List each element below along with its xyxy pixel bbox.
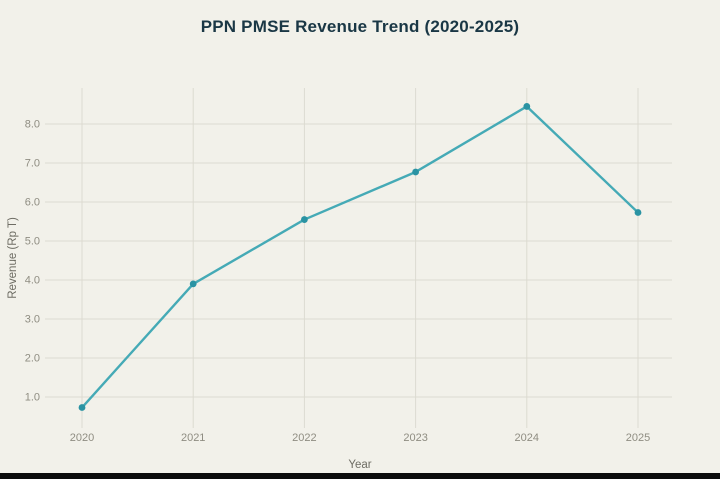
y-tick-label: 4.0: [25, 275, 40, 287]
data-point: [301, 216, 308, 223]
x-tick-label: 2023: [403, 432, 427, 444]
bottom-bar: [0, 473, 720, 479]
data-point: [412, 168, 419, 176]
x-tick-label: 2025: [626, 432, 650, 444]
x-tick-label: 2020: [70, 432, 94, 444]
data-point: [523, 103, 531, 110]
y-axis-title: Revenue (Rp T): [7, 217, 19, 299]
x-tick-label: 2022: [292, 432, 316, 444]
data-point: [189, 280, 197, 288]
y-tick-label: 6.0: [25, 197, 40, 209]
data-point: [634, 209, 642, 216]
x-tick-label: 2021: [181, 432, 205, 444]
y-tick-label: 1.0: [25, 392, 40, 404]
x-tick-label: 2024: [515, 432, 539, 444]
y-tick-label: 8.0: [25, 119, 40, 131]
y-tick-label: 2.0: [25, 353, 40, 365]
x-axis-title: Year: [348, 459, 371, 471]
chart-title: PPN PMSE Revenue Trend (2020-2025): [200, 17, 520, 36]
y-tick-label: 3.0: [25, 314, 40, 326]
data-point: [78, 404, 86, 411]
y-tick-label: 7.0: [25, 158, 40, 170]
revenue-line: [80, 105, 640, 409]
y-tick-label: 5.0: [25, 236, 40, 248]
